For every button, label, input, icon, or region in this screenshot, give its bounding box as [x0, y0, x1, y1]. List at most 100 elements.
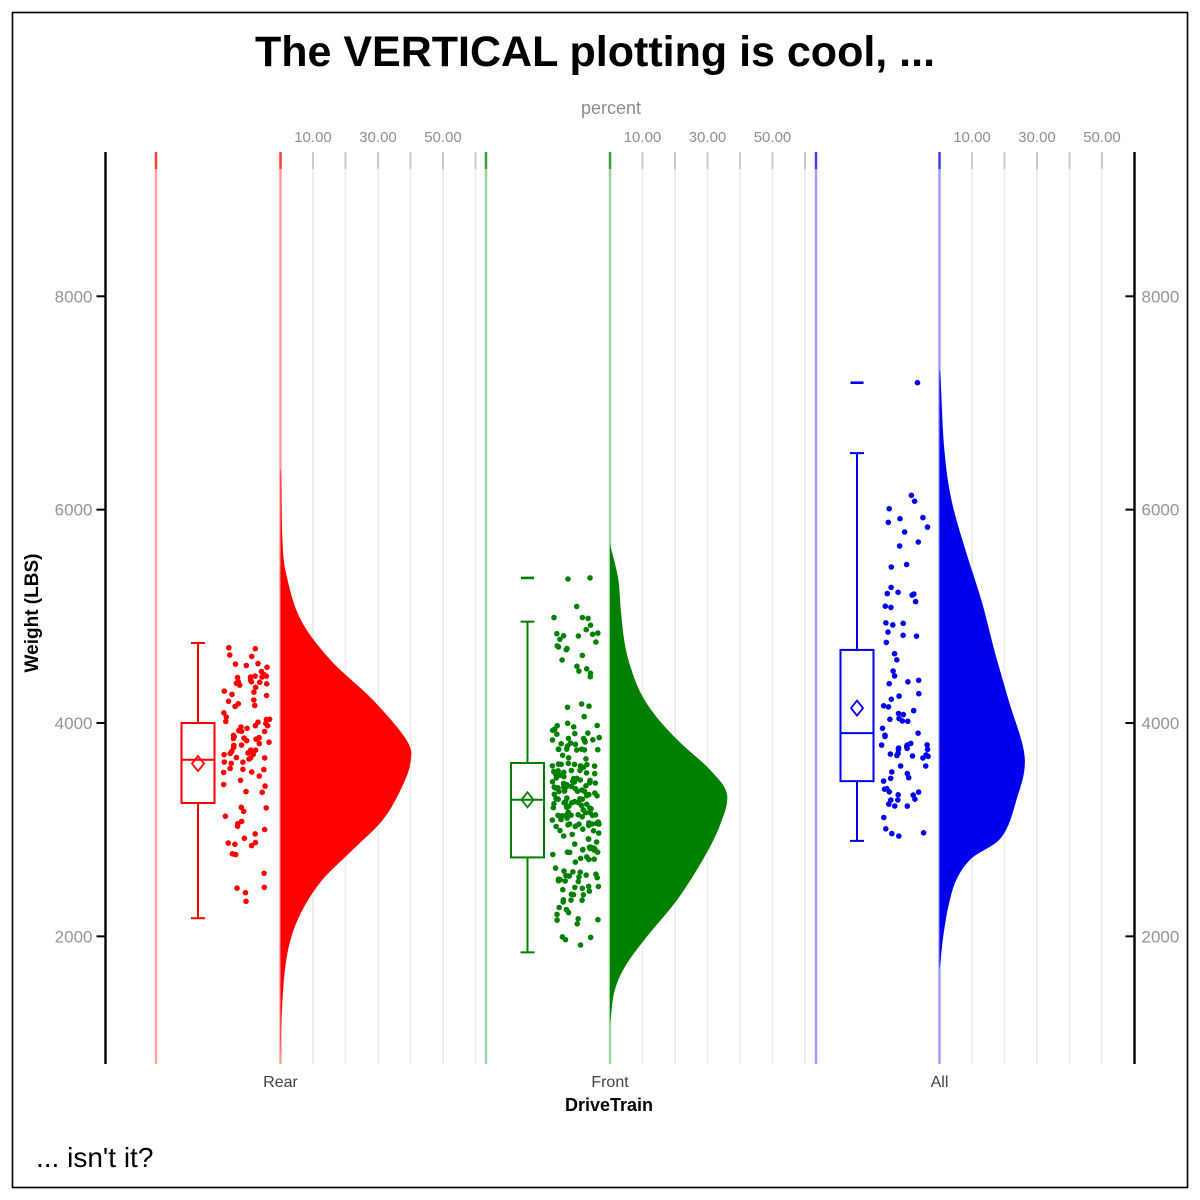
data-point	[229, 691, 235, 698]
data-point	[263, 805, 270, 811]
data-point	[572, 823, 578, 830]
y-tick-label-right: 8000	[1142, 287, 1180, 306]
data-point	[220, 781, 227, 788]
data-point	[574, 663, 580, 670]
data-point	[577, 763, 584, 769]
data-point	[897, 515, 903, 522]
data-point	[590, 828, 597, 834]
data-point	[887, 751, 894, 757]
y-tick-label-left: 2000	[55, 927, 93, 946]
data-point	[559, 813, 565, 819]
data-point	[557, 772, 564, 778]
data-point	[586, 780, 593, 786]
data-point	[891, 650, 898, 657]
data-point	[593, 839, 600, 845]
data-point	[924, 524, 931, 530]
top-tick-label: 10.00	[624, 129, 662, 146]
data-point	[256, 740, 263, 747]
data-point	[251, 697, 257, 703]
data-point	[595, 830, 602, 836]
data-point	[235, 701, 242, 707]
data-point	[569, 831, 575, 838]
data-point	[559, 752, 566, 759]
data-point	[888, 564, 895, 570]
y-tick-label-left: 8000	[55, 287, 93, 306]
data-point	[565, 576, 571, 582]
category-label-all: All	[931, 1074, 949, 1091]
data-point	[564, 795, 570, 801]
data-point	[583, 801, 590, 808]
data-point	[240, 759, 246, 765]
data-point	[904, 770, 911, 777]
data-point	[563, 872, 569, 879]
data-point	[587, 673, 594, 680]
data-point	[895, 792, 901, 798]
data-point	[263, 720, 269, 727]
jitter-points-rear	[220, 644, 273, 905]
mean-diamond-all	[849, 699, 865, 718]
data-point	[231, 742, 237, 749]
data-point	[252, 684, 259, 691]
jitter-points-front	[549, 575, 602, 948]
data-point	[248, 769, 255, 775]
data-point	[889, 769, 895, 775]
data-point	[880, 703, 887, 709]
data-point	[572, 730, 578, 737]
data-point	[561, 868, 567, 874]
data-point	[886, 505, 892, 512]
data-point	[554, 911, 560, 918]
data-point	[583, 792, 590, 799]
data-point	[578, 802, 585, 809]
data-point	[240, 766, 246, 773]
data-point	[583, 770, 590, 776]
data-point	[252, 702, 258, 709]
data-point	[900, 711, 907, 718]
data-point	[266, 739, 272, 745]
data-point	[549, 817, 556, 823]
data-point	[886, 680, 892, 687]
data-point	[551, 614, 557, 621]
data-point	[266, 716, 273, 723]
data-point	[579, 614, 586, 621]
data-point	[259, 789, 266, 796]
data-point	[896, 833, 902, 839]
data-point	[571, 798, 578, 805]
data-point	[252, 645, 259, 652]
data-point	[585, 883, 592, 890]
data-point	[226, 644, 232, 651]
data-point	[911, 591, 917, 597]
data-point	[262, 783, 268, 789]
data-point	[562, 878, 568, 884]
data-point	[550, 851, 556, 858]
data-point	[588, 844, 594, 850]
data-point	[572, 741, 579, 748]
y-tick-label-right: 6000	[1142, 501, 1180, 520]
data-point	[579, 847, 586, 853]
data-point	[590, 737, 596, 743]
data-point	[924, 742, 930, 748]
data-point	[887, 716, 893, 723]
data-point	[575, 878, 582, 885]
data-point	[564, 720, 571, 727]
data-point	[242, 889, 249, 896]
chart-footnote: ... isn't it?	[36, 1142, 153, 1173]
data-point	[568, 897, 574, 903]
data-point	[581, 713, 587, 720]
data-point	[256, 773, 263, 779]
data-point	[261, 870, 267, 877]
data-point	[261, 826, 268, 833]
y-tick-label-left: 4000	[55, 714, 93, 733]
data-point	[568, 891, 575, 898]
y-tick-label-right: 4000	[1142, 714, 1180, 733]
data-point	[884, 590, 891, 597]
category-label-rear: Rear	[263, 1074, 298, 1091]
data-point	[549, 737, 556, 743]
data-point	[576, 874, 582, 880]
data-point	[885, 704, 892, 710]
data-point	[232, 841, 238, 848]
data-point	[248, 653, 255, 660]
data-point	[596, 821, 602, 827]
data-point	[236, 728, 243, 734]
data-point	[555, 644, 562, 650]
data-point	[261, 755, 268, 761]
